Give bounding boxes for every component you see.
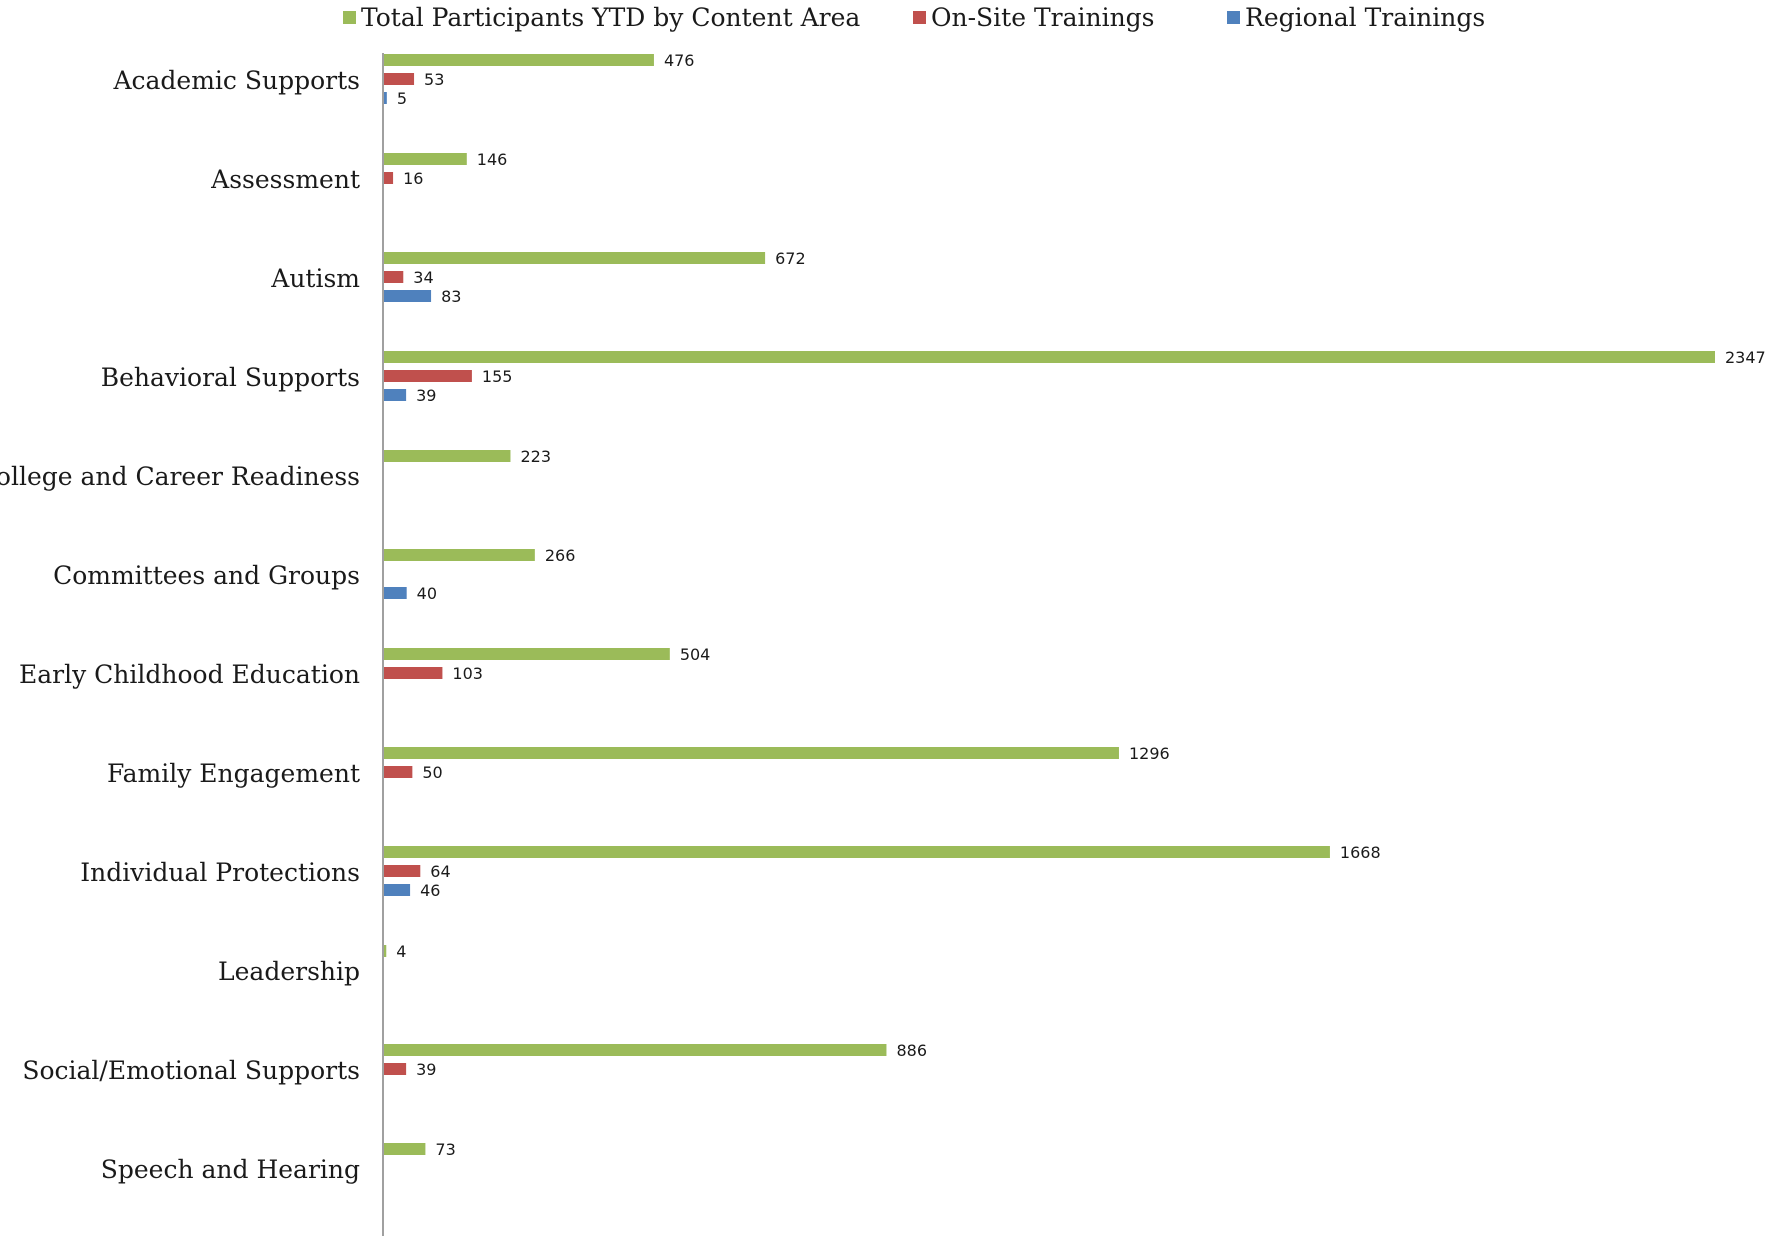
- data-label: 34: [413, 268, 433, 287]
- data-label: 50: [422, 763, 442, 782]
- bar: [384, 252, 766, 264]
- data-label: 1296: [1129, 744, 1170, 763]
- data-label: 4: [396, 942, 406, 961]
- bar: [384, 271, 404, 283]
- bar: [384, 884, 411, 896]
- chart-legend: Total Participants YTD by Content Area On…: [343, 3, 1485, 32]
- data-label: 39: [416, 386, 436, 405]
- data-label: 266: [545, 546, 576, 565]
- category-label: College and Career Readiness: [0, 462, 360, 491]
- category-label: Leadership: [218, 957, 360, 986]
- data-label: 103: [452, 664, 483, 683]
- bar: [384, 351, 1715, 363]
- data-label: 39: [416, 1060, 436, 1079]
- data-label: 504: [680, 645, 711, 664]
- category-label: Individual Protections: [80, 858, 360, 887]
- legend-label-1: Total Participants YTD by Content Area: [361, 3, 860, 32]
- data-label: 5: [397, 89, 407, 108]
- data-label: 672: [775, 249, 806, 268]
- legend-label-3: Regional Trainings: [1245, 3, 1485, 32]
- data-label: 46: [420, 881, 440, 900]
- bar: [384, 667, 443, 679]
- legend-swatch-1: [343, 11, 356, 24]
- bar: [384, 450, 511, 462]
- bar: [384, 1044, 887, 1056]
- data-label: 16: [403, 169, 423, 188]
- bar: [384, 92, 387, 104]
- bar: [384, 549, 535, 561]
- category-label: Assessment: [210, 165, 360, 194]
- category-label: Social/Emotional Supports: [22, 1056, 360, 1085]
- bar: [384, 153, 467, 165]
- data-labels: 4765351461667234832347155392232664050410…: [396, 51, 1765, 1159]
- bar: [384, 172, 394, 184]
- bar: [384, 747, 1119, 759]
- data-label: 2347: [1725, 348, 1766, 367]
- bar: [384, 587, 407, 599]
- bar: [384, 945, 387, 957]
- data-label: 476: [664, 51, 695, 70]
- bar: [384, 370, 472, 382]
- bar: [384, 73, 415, 85]
- category-labels: Academic Supports Assessment Autism Behavio…: [0, 66, 360, 1184]
- bar: [384, 648, 670, 660]
- data-label: 146: [477, 150, 508, 169]
- data-label: 223: [520, 447, 551, 466]
- category-label: Academic Supports: [112, 66, 360, 95]
- bar: [384, 846, 1330, 858]
- legend-label-2: On-Site Trainings: [931, 3, 1155, 32]
- category-label: Autism: [270, 264, 360, 293]
- data-label: 40: [417, 584, 437, 603]
- category-label: Committees and Groups: [53, 561, 360, 590]
- data-label: 64: [430, 862, 450, 881]
- bars: [384, 54, 1715, 1155]
- legend-swatch-3: [1227, 11, 1240, 24]
- data-label: 886: [896, 1041, 927, 1060]
- category-label: Family Engagement: [107, 759, 360, 788]
- legend-swatch-2: [913, 11, 926, 24]
- data-label: 53: [424, 70, 444, 89]
- bar: [384, 389, 407, 401]
- data-label: 73: [435, 1140, 455, 1159]
- category-label: Behavioral Supports: [101, 363, 360, 392]
- data-label: 83: [441, 287, 461, 306]
- bar: [384, 1063, 407, 1075]
- bar: [384, 1143, 426, 1155]
- bar: [384, 865, 421, 877]
- bar: [384, 766, 413, 778]
- bar: [384, 54, 654, 66]
- data-label: 1668: [1340, 843, 1381, 862]
- data-label: 155: [482, 367, 513, 386]
- bar: [384, 290, 432, 302]
- category-label: Speech and Hearing: [101, 1155, 360, 1184]
- category-label: Early Childhood Education: [19, 660, 360, 689]
